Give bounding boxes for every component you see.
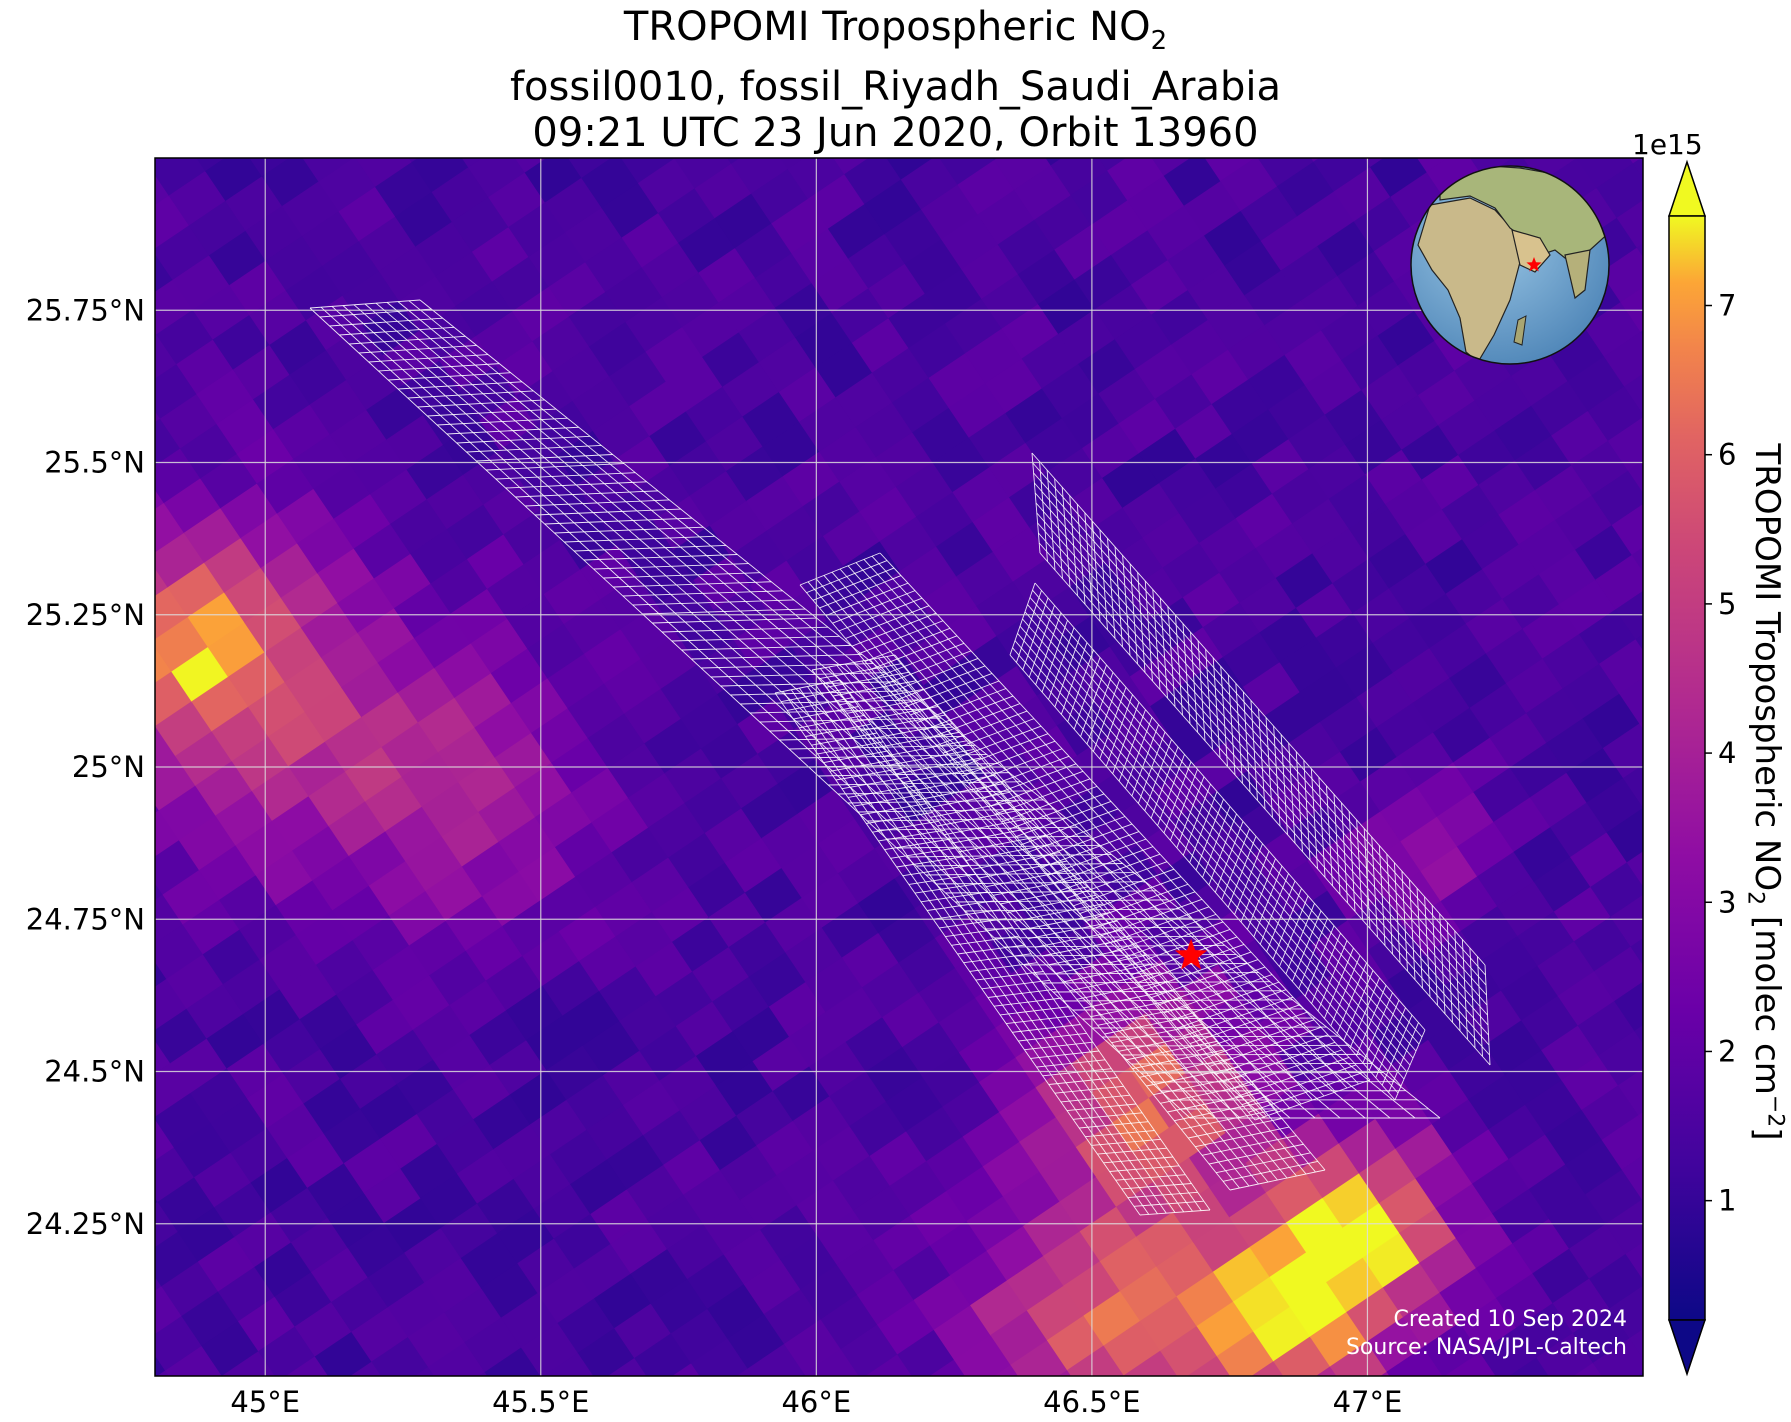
- map-title: TROPOMI Tropospheric NO2 fossil0010, fos…: [0, 0, 1791, 156]
- colorbar-exponent: 1e15: [1632, 128, 1703, 161]
- globe-land-africa: [1417, 197, 1521, 363]
- source-credit: Source: NASA/JPL-Caltech: [1345, 1335, 1627, 1360]
- colorbar-ticks: 1 2 3 4 5 6 7: [1705, 289, 1736, 1218]
- target-star[interactable]: [1174, 938, 1208, 970]
- credits: Created 10 Sep 2024 Source: NASA/JPL-Cal…: [1346, 1306, 1627, 1362]
- lon-tick-label: 46.5°E: [1043, 1385, 1140, 1419]
- lon-tick-label: 46°E: [781, 1385, 851, 1419]
- inset-globe: [1410, 165, 1610, 365]
- globe-land-madagascar: [1513, 315, 1527, 346]
- globe-land-arabia: [1511, 229, 1551, 273]
- footprint-grids: [309, 299, 1491, 1216]
- lon-tick-label: 45.5°E: [492, 1385, 589, 1419]
- globe-star-marker: [1526, 257, 1542, 272]
- colorbar-tick-label: 7: [1718, 289, 1736, 323]
- map-frame: [154, 157, 1644, 1377]
- title-line-3: 09:21 UTC 23 Jun 2020, Orbit 13960: [532, 110, 1259, 156]
- map-axis-ticks: 45°E 45.5°E 46°E 46.5°E 47°E 24.25°N 24.5°N 24.…: [26, 293, 1403, 1419]
- colorbar-tick-label: 1: [1718, 1184, 1736, 1218]
- colorbar-ramp: [1668, 215, 1706, 1321]
- colorbar-label: TROPOMI Tropospheric NO2 [molec cm−2]: [1742, 443, 1788, 1141]
- globe-star: [1526, 257, 1542, 272]
- lat-tick-label: 25.25°N: [26, 598, 145, 632]
- lat-tick-label: 24.5°N: [44, 1055, 145, 1089]
- colorbar-tick-label: 3: [1718, 885, 1736, 919]
- colorbar-extend-bottom: [1667, 1319, 1707, 1377]
- colorbar-tick-label: 4: [1718, 736, 1736, 770]
- map-gridlines: [155, 158, 1643, 1376]
- lat-tick-label: 25.75°N: [26, 293, 145, 327]
- lon-tick-label: 45°E: [230, 1385, 300, 1419]
- colorbar-tick-label: 6: [1718, 438, 1736, 472]
- lat-tick-label: 24.25°N: [26, 1207, 145, 1241]
- lat-tick-label: 25°N: [72, 750, 145, 784]
- lon-tick-label: 47°E: [1333, 1385, 1403, 1419]
- colorbar-tick-label: 2: [1718, 1034, 1736, 1068]
- lat-tick-label: 25.5°N: [44, 446, 145, 480]
- globe-land-eurasia: [1439, 166, 1609, 263]
- globe-land-india: [1564, 249, 1591, 300]
- colorbar-extend-top: [1667, 159, 1707, 217]
- target-star-marker[interactable]: [1174, 938, 1208, 970]
- colorbar-tick-label: 5: [1718, 587, 1736, 621]
- title-line-1: TROPOMI Tropospheric NO2: [623, 4, 1168, 56]
- lat-tick-label: 24.75°N: [26, 902, 145, 936]
- title-line-2: fossil0010, fossil_Riyadh_Saudi_Arabia: [509, 64, 1282, 110]
- created-date: Created 10 Sep 2024: [1393, 1307, 1628, 1332]
